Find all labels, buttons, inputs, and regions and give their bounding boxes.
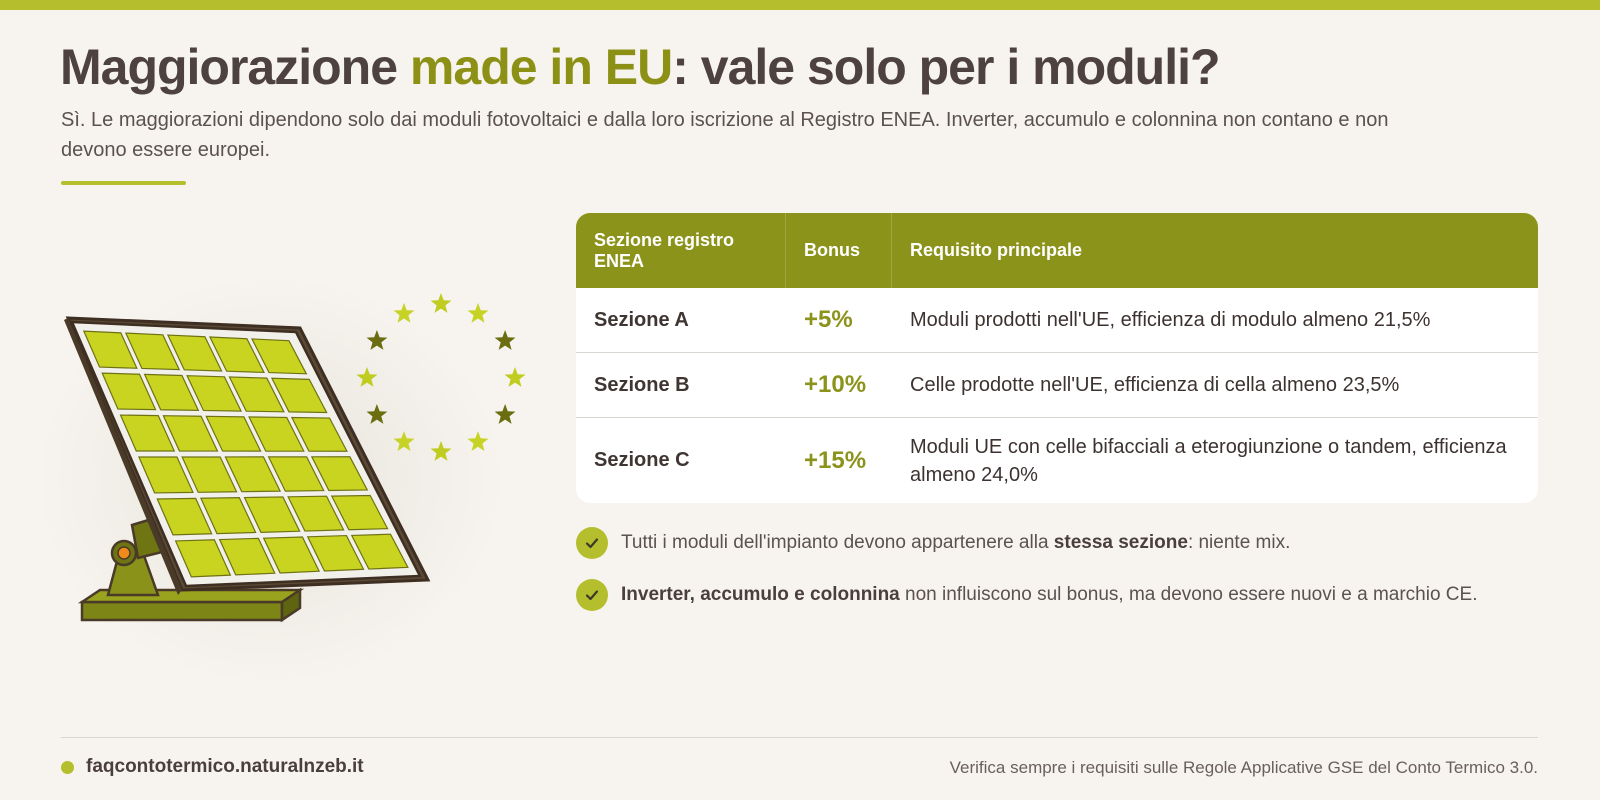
table-row: Sezione C +15% Moduli UE con celle bifac…: [576, 417, 1538, 503]
row-requirement: Moduli UE con celle bifacciali a eterogi…: [910, 435, 1507, 486]
row-bonus: +5%: [804, 306, 853, 333]
site-link[interactable]: faqcontotermico.naturalnzeb.it: [86, 756, 364, 777]
eu-star-icon: [430, 441, 452, 461]
panel-cell: [287, 495, 345, 532]
eu-star-icon: [393, 302, 415, 323]
panel-cell: [350, 533, 409, 570]
title-part1: Maggiorazione: [60, 39, 410, 95]
title-underline: [61, 181, 186, 185]
table-row: Sezione A +5% Moduli prodotti nell'UE, e…: [576, 288, 1538, 352]
note-same-section: Tutti i moduli dell'impianto devono appa…: [576, 527, 1290, 559]
panel-cell: [262, 536, 321, 574]
row-section: Sezione C: [594, 449, 690, 471]
footer-dot: [61, 760, 74, 774]
panel-cell: [119, 414, 176, 452]
panel-cell: [205, 415, 262, 452]
eu-star-icon: [467, 431, 489, 451]
page-subtitle: Sì. Le maggiorazioni dipendono solo dai …: [61, 109, 1389, 161]
panel-cell: [156, 497, 213, 536]
note-text: Inverter, accumulo e colonnina non influ…: [621, 584, 1477, 606]
footer-site: faqcontotermico.naturalnzeb.it: [61, 756, 364, 778]
title-part2: : vale solo per i moduli?: [672, 39, 1220, 95]
panel-cell: [250, 338, 308, 375]
eu-star-icon: [366, 330, 388, 350]
header-section: Sezione registro ENEA: [576, 213, 786, 288]
panel-cell: [174, 539, 232, 578]
eu-star-icon: [504, 367, 526, 387]
check-icon: [576, 527, 608, 559]
table-row: Sezione B +10% Celle prodotte nell'UE, e…: [576, 352, 1538, 417]
eu-star-icon: [430, 293, 452, 313]
panel-cell: [270, 377, 328, 414]
note-pre: Tutti i moduli dell'impianto devono appa…: [621, 532, 1054, 553]
panel-cell: [243, 496, 301, 533]
row-bonus: +10%: [804, 371, 867, 398]
eu-star-icon: [467, 302, 489, 323]
panel-cell: [330, 494, 389, 531]
panel-cell: [208, 336, 265, 374]
enea-sections-table: Sezione registro ENEA Bonus Requisito pr…: [576, 213, 1538, 503]
panel-cell: [101, 372, 157, 411]
panel-cell: [228, 376, 285, 413]
panel-cell: [82, 330, 138, 369]
eu-star-icon: [356, 367, 378, 387]
panel-cell: [124, 332, 181, 371]
panel-cell: [186, 375, 243, 412]
panel-cell: [137, 456, 194, 494]
row-section: Sezione A: [594, 308, 689, 331]
footer-divider: [61, 737, 1538, 738]
eu-stars-icon: [356, 293, 526, 461]
note-post: non influiscono sul bonus, ma devono ess…: [899, 584, 1478, 605]
panel-cell: [224, 456, 282, 493]
header-requirement: Requisito principale: [910, 240, 1083, 260]
row-requirement: Moduli prodotti nell'UE, efficienza di m…: [910, 309, 1431, 331]
row-bonus: +15%: [804, 446, 867, 474]
panel-cell: [218, 537, 276, 576]
panel-cell: [310, 456, 369, 492]
panel-cell: [248, 416, 305, 452]
eu-star-icon: [366, 404, 388, 424]
panel-frame-edge: [64, 318, 182, 595]
row-section: Sezione B: [594, 373, 690, 396]
panel-cell: [267, 456, 325, 492]
panel-cells: [82, 330, 409, 578]
page-title: Maggiorazione made in EU: vale solo per …: [60, 38, 1221, 96]
note-bold: stessa sezione: [1053, 532, 1188, 553]
note-inverter: Inverter, accumulo e colonnina non influ…: [576, 579, 1477, 611]
note-bold: Inverter, accumulo e colonnina: [621, 584, 900, 605]
solar-panel-eu-stars-icon: [20, 250, 540, 700]
eu-star-icon: [393, 431, 415, 451]
stand-base: [80, 600, 284, 622]
table-header: Sezione registro ENEA Bonus Requisito pr…: [576, 213, 1538, 288]
title-accent: made in EU: [409, 39, 673, 95]
row-requirement: Celle prodotte nell'UE, efficienza di ce…: [910, 374, 1400, 396]
solar-panel-svg: [64, 316, 431, 623]
note-post: : niente mix.: [1187, 532, 1291, 553]
note-text: Tutti i moduli dell'impianto devono appa…: [621, 532, 1290, 554]
stand-base-side: [280, 587, 302, 623]
eu-star-icon: [494, 404, 516, 424]
eu-star-icon: [494, 330, 516, 350]
panel-cell: [162, 415, 219, 452]
top-accent-bar: [0, 0, 1600, 10]
panel-cell: [290, 416, 348, 452]
footer-disclaimer: Verifica sempre i requisiti sulle Regole…: [949, 758, 1538, 777]
hinge-bolt: [117, 546, 131, 560]
panel-cell: [306, 534, 365, 572]
check-icon: [576, 579, 608, 611]
header-bonus: Bonus: [786, 213, 892, 288]
panel-cell: [166, 334, 223, 372]
panel-cell: [181, 456, 238, 493]
panel-cell: [143, 373, 200, 411]
panel-cell: [199, 497, 257, 535]
